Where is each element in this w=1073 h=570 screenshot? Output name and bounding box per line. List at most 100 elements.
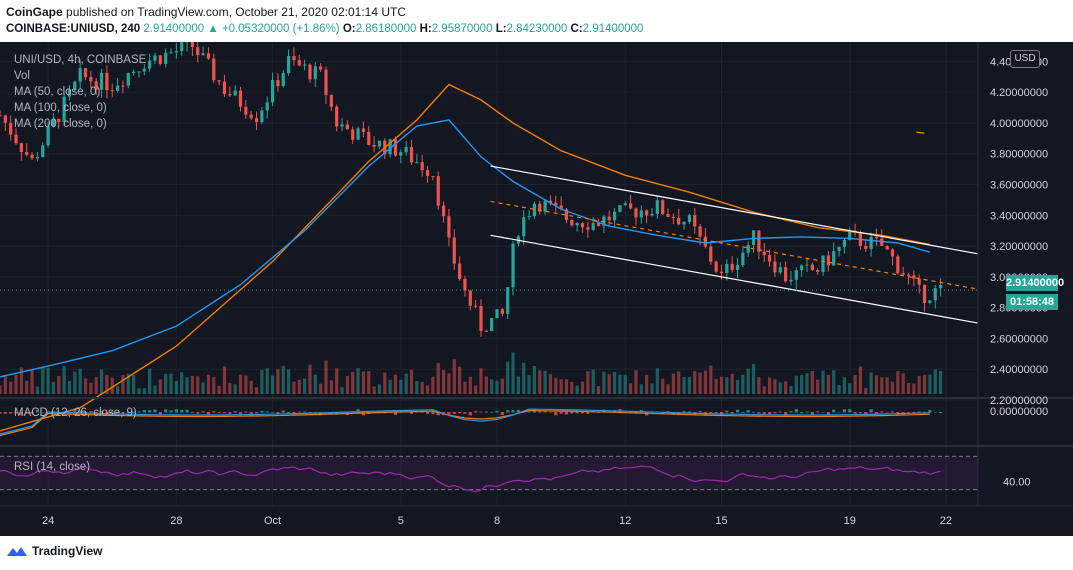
volume-bar	[538, 370, 542, 394]
volume-bar	[73, 371, 77, 394]
candle-body	[46, 126, 50, 146]
macd-histogram-bar	[62, 411, 66, 413]
volume-bar	[142, 388, 146, 394]
candle-body	[709, 246, 713, 262]
footer-brand: TradingView	[32, 544, 103, 558]
volume-bar	[794, 375, 798, 394]
footer: TradingView	[0, 536, 1073, 570]
macd-histogram-bar	[773, 412, 777, 414]
macd-histogram-bar	[361, 412, 366, 416]
volume-bar	[548, 374, 553, 394]
legend-rsi: RSI (14, close)	[14, 461, 91, 473]
channel-lower-line	[490, 234, 979, 324]
volume-bar	[511, 352, 515, 394]
volume-bar	[645, 375, 649, 394]
candle-body	[115, 85, 120, 91]
candle-body	[938, 285, 943, 289]
price-chart[interactable]: 4.400000004.200000004.000000003.80000000…	[0, 42, 1073, 536]
volume-bar	[463, 381, 467, 394]
volume-bar	[880, 377, 884, 394]
volume-bar	[634, 370, 638, 394]
channel-lines[interactable]	[490, 165, 979, 324]
candle-body	[319, 66, 323, 70]
macd-histogram-bar	[319, 412, 323, 416]
macd-histogram-bar	[848, 409, 852, 413]
macd-histogram-bar	[286, 412, 291, 413]
volume-bar	[201, 382, 205, 394]
volume-bar	[800, 375, 804, 394]
volume-bar	[832, 370, 836, 394]
volume-bar	[340, 387, 344, 394]
volume-bar	[265, 368, 269, 394]
macd-histogram-bar	[778, 411, 782, 413]
volume-bar	[682, 376, 686, 394]
candle-body	[254, 118, 259, 123]
candle-body	[618, 205, 622, 212]
candle-body	[351, 129, 355, 140]
candle-body	[548, 200, 553, 203]
volume-bar	[425, 385, 430, 394]
volume-bar	[249, 380, 253, 394]
macd-histogram-bar	[527, 411, 531, 413]
candle-body	[99, 72, 104, 90]
volume-bar	[864, 387, 868, 394]
volume-bar	[164, 373, 168, 394]
symbol-label: COINBASE:UNIUSD, 240	[6, 23, 141, 35]
volume-bar	[313, 374, 317, 394]
volume-bar	[148, 368, 152, 394]
volume-bar	[67, 381, 72, 394]
candle-body	[201, 53, 205, 56]
candle-body	[313, 66, 317, 80]
macd-histogram-bar	[452, 412, 456, 414]
macd-histogram-bar	[762, 412, 766, 415]
volume-bar	[452, 359, 456, 394]
volume-bar	[516, 376, 520, 394]
volume-bar	[345, 375, 349, 394]
volume-bar	[132, 375, 136, 394]
volume-bar	[121, 374, 125, 394]
volume-bar	[816, 379, 820, 394]
volume-bar	[709, 365, 713, 394]
candle-body	[345, 124, 349, 130]
candle-body	[436, 176, 440, 206]
candle-body	[388, 139, 392, 155]
publisher-name[interactable]: CoinGape	[6, 5, 63, 19]
currency-button[interactable]: USD	[1010, 50, 1040, 68]
macd-histogram-bar	[185, 409, 189, 413]
volume-bar	[351, 371, 355, 394]
candle-body	[896, 256, 900, 274]
candle-body	[329, 94, 333, 107]
volume-bar	[367, 371, 371, 394]
macd-pane	[0, 408, 943, 437]
macd-histogram-bar	[132, 412, 136, 413]
macd-histogram-bar	[190, 412, 194, 413]
candle-body	[399, 152, 403, 156]
volume-bar	[479, 368, 483, 394]
candle-body	[650, 213, 654, 216]
candle-body	[142, 68, 146, 72]
volume-bar	[698, 372, 702, 394]
legend-ma100: MA (100, close, 0)	[14, 102, 107, 114]
tradingview-logo[interactable]: TradingView	[6, 544, 102, 558]
volume-bar	[303, 378, 307, 394]
candle-body	[361, 128, 366, 132]
candle-body	[265, 102, 269, 111]
x-tick-label: 22	[940, 515, 952, 527]
candle-body	[148, 60, 152, 69]
volume-bar	[14, 374, 18, 394]
candle-body	[671, 216, 675, 218]
legend-ma200: MA (200, close, 0)	[14, 118, 107, 130]
candle-body	[623, 203, 627, 206]
volume-bar	[126, 373, 130, 394]
candle-body	[335, 106, 339, 127]
volume-bar	[297, 379, 301, 394]
candle-body	[596, 222, 601, 226]
macd-histogram-bar	[484, 411, 488, 413]
volume-bar	[404, 373, 408, 394]
candle-body	[634, 208, 638, 218]
volume-bar	[693, 370, 697, 394]
macd-histogram-bar	[837, 411, 841, 413]
candle-body	[217, 80, 221, 82]
chart-background	[0, 42, 1073, 536]
ohlc-line: COINBASE:UNIUSD, 240 2.91400000 ▲ +0.053…	[6, 23, 643, 35]
